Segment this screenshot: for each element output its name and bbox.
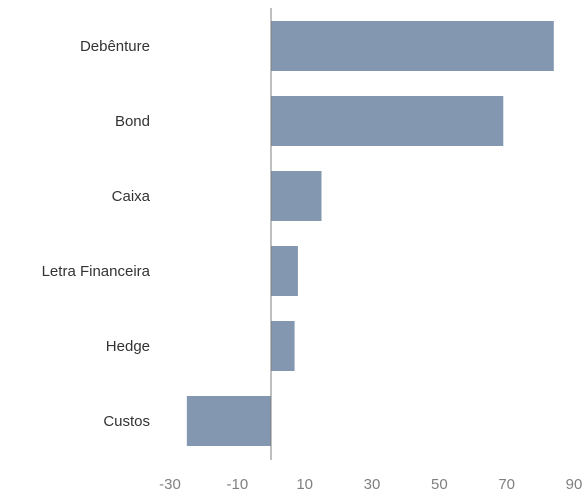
- category-label: Caixa: [112, 188, 151, 205]
- x-tick-label: 10: [296, 476, 313, 493]
- x-tick-label: -10: [226, 476, 248, 493]
- x-tick-labels: -30 -10 10 30 50 70 90: [159, 476, 582, 493]
- bar-custos: [186, 396, 271, 446]
- category-labels: Debênture Bond Caixa Letra Financeira Hedge C…: [42, 38, 151, 430]
- bars-group: [186, 21, 554, 446]
- x-tick-label: 90: [566, 476, 583, 493]
- bar-deb-nture: [271, 21, 554, 71]
- category-label: Bond: [115, 113, 150, 130]
- x-tick-label: -30: [159, 476, 181, 493]
- x-tick-label: 50: [431, 476, 448, 493]
- category-label: Custos: [103, 413, 150, 430]
- x-tick-label: 30: [364, 476, 381, 493]
- bar-letra-financeira: [271, 246, 298, 296]
- category-label: Debênture: [80, 38, 150, 55]
- category-label: Letra Financeira: [42, 263, 151, 280]
- bar-caixa: [271, 171, 322, 221]
- bar-hedge: [271, 321, 295, 371]
- category-label: Hedge: [106, 338, 150, 355]
- x-tick-label: 70: [498, 476, 515, 493]
- bar-bond: [271, 96, 504, 146]
